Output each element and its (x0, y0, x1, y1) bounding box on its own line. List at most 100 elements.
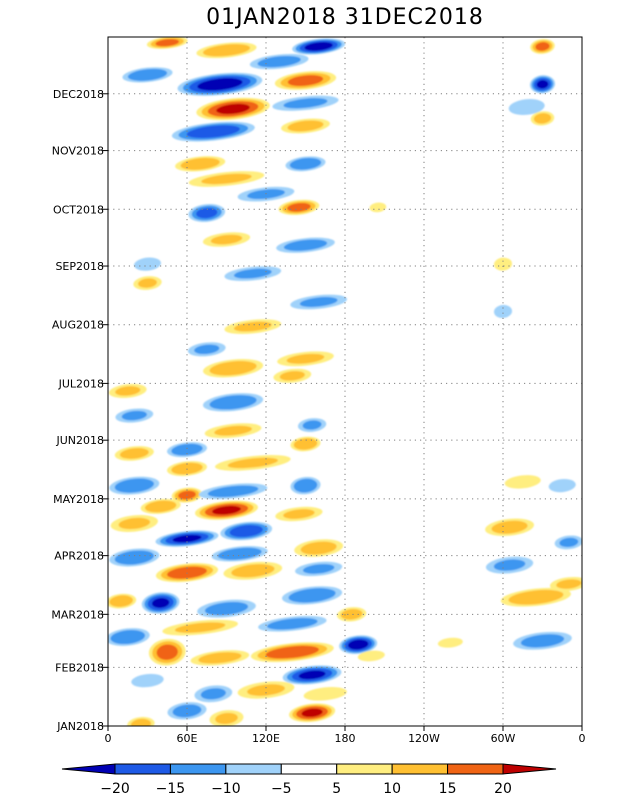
contour-level (227, 457, 279, 469)
anomaly-blob (258, 615, 327, 632)
anomaly-blob (171, 121, 255, 142)
contour-level (437, 637, 463, 648)
anomaly-blob (437, 637, 463, 648)
colorbar-segment (336, 763, 393, 775)
x-tick-label: 0 (579, 732, 586, 745)
contour-level (265, 645, 319, 659)
y-axis: JAN2018 FEB2018 MAR2018 APR2018 MAY2018 JUN20… (51, 88, 108, 733)
contour-level (197, 78, 243, 91)
anomaly-blob (272, 95, 339, 111)
contour-level (200, 688, 226, 700)
contour-level (212, 505, 241, 515)
colorbar-label: 5 (332, 781, 341, 797)
anomaly-blob (294, 539, 344, 557)
colorbar-segment (391, 763, 449, 775)
contour-level (283, 98, 328, 109)
anomaly-blob (190, 650, 250, 666)
contour-level (207, 485, 259, 498)
colorbar-segment (114, 763, 171, 775)
contour-level (194, 344, 220, 355)
contour-level (209, 395, 257, 410)
anomaly-blob (530, 39, 555, 54)
colorbar-label: 10 (383, 781, 401, 797)
anomaly-blob (188, 204, 226, 223)
contour-level (304, 42, 333, 51)
anomaly-blob (204, 423, 262, 439)
colorbar-segment (502, 763, 557, 775)
contour-level (493, 257, 513, 271)
contour-level (303, 686, 347, 701)
anomaly-blob (166, 461, 208, 477)
anomaly-blob (282, 665, 342, 685)
contour-level (156, 644, 178, 660)
anomaly-blob (175, 156, 226, 172)
anomaly-blob (554, 535, 582, 550)
anomaly-blob (275, 506, 323, 522)
contour-level (491, 520, 528, 534)
anomaly-blob (274, 71, 337, 90)
anomaly-blob (215, 455, 291, 471)
anomaly-blob (194, 685, 233, 703)
x-tick-label: 120E (252, 732, 280, 745)
colorbar-segment (225, 763, 282, 775)
anomaly-blob (290, 436, 321, 452)
anomaly-blob (282, 586, 343, 605)
anomaly-blob (211, 545, 268, 562)
anomaly-blob (277, 351, 334, 367)
contour-level (151, 598, 170, 608)
contour-level (559, 537, 579, 548)
contour-level (493, 559, 526, 571)
contour-level (118, 517, 151, 530)
colorbar-label: −15 (156, 781, 186, 797)
contour-level (548, 478, 576, 493)
contour-level (508, 99, 545, 116)
x-tick-label: 120W (408, 732, 440, 745)
anomaly-blob (290, 476, 321, 495)
contour-level (357, 650, 385, 662)
contour-level (299, 297, 338, 307)
colorbar: −20 −15 −10 −5 5 10 15 20 (61, 763, 557, 797)
contour-level (283, 509, 315, 519)
contour-level (288, 588, 336, 603)
anomaly-blob (548, 478, 576, 493)
anomaly-blob (155, 530, 219, 547)
anomaly-blob (141, 592, 180, 614)
contour-level (536, 80, 549, 89)
contour-level (233, 268, 272, 279)
anomaly-blob (203, 393, 264, 412)
x-axis: 0 60E 120E 180 120W 60W 0 (105, 726, 586, 745)
anomaly-blob (485, 556, 534, 574)
anomaly-blob (110, 514, 158, 532)
anomaly-blob (339, 635, 378, 654)
anomaly-blob (224, 266, 282, 282)
anomaly-blob (114, 446, 154, 461)
anomaly-blob (493, 257, 513, 271)
chart-title: 01JAN2018 31DEC2018 (206, 5, 484, 30)
contour-level (229, 525, 263, 538)
anomaly-blob (493, 304, 513, 319)
anomaly-blob (188, 171, 265, 187)
grid-lines (108, 37, 582, 726)
contour-level (520, 634, 565, 648)
contour-level (533, 113, 552, 124)
anomaly-blob (177, 72, 263, 96)
contour-level (198, 652, 242, 664)
contour-level (196, 207, 218, 219)
anomaly-blob (127, 716, 155, 726)
y-tick-label: APR2018 (54, 550, 104, 563)
anomaly-blob (109, 476, 160, 495)
anomaly-field (108, 37, 582, 726)
y-tick-label: OCT2018 (53, 203, 104, 216)
anomaly-blob (285, 156, 326, 172)
contour-level (556, 579, 582, 589)
anomaly-blob (133, 257, 162, 271)
anomaly-blob (196, 42, 257, 59)
contour-level (133, 257, 162, 271)
anomaly-blob (167, 702, 207, 720)
contour-level (298, 670, 326, 680)
contour-level (535, 42, 550, 51)
y-tick-label: JUL2018 (58, 377, 104, 390)
contour-level (210, 234, 243, 245)
anomaly-blob (336, 607, 367, 622)
anomaly-blob (529, 75, 556, 94)
